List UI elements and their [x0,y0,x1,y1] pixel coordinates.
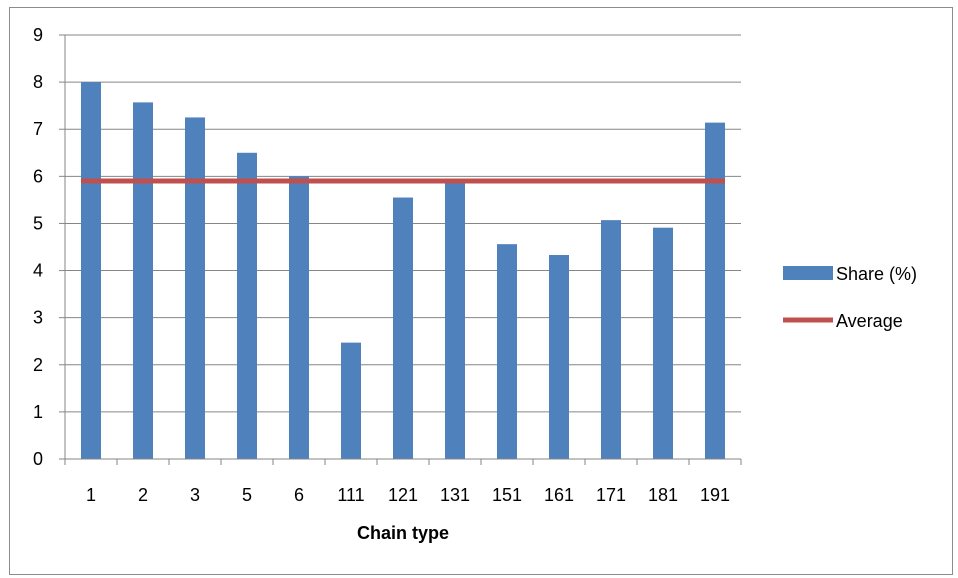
axes [59,34,742,465]
y-tick-label: 0 [33,449,43,469]
x-axis-title: Chain type [357,523,449,543]
legend-average-label: Average [836,311,903,331]
x-tick-label: 111 [337,485,364,505]
y-tick-label: 2 [33,355,43,375]
x-tick-label: 3 [190,485,200,505]
x-tick-label: 6 [294,485,304,505]
bar [289,176,309,460]
bar [445,181,465,460]
bar [601,220,621,459]
x-tick-label: 2 [138,485,148,505]
legend-share-label: Share (%) [836,264,917,284]
y-tick-label: 5 [33,213,43,233]
x-tick-label: 181 [648,485,678,505]
x-tick-label: 151 [492,485,522,505]
x-tick-label: 191 [700,485,730,505]
legend: Share (%) Average [783,264,917,331]
y-tick-label: 3 [33,308,43,328]
y-tick-labels: 0 1 2 3 4 5 6 7 8 9 [33,25,43,469]
bar [497,244,517,459]
bar [81,82,101,459]
bar [653,227,673,459]
x-tick-label: 121 [388,485,418,505]
bar [237,152,257,459]
y-tick-label: 9 [33,25,43,45]
y-tick-label: 8 [33,72,43,92]
y-tick-label: 4 [33,261,43,281]
bar [185,117,205,459]
x-tick-labels: 1 2 3 5 6 111 121 131 151 161 171 181 191 [86,485,730,505]
bars [81,82,725,460]
y-tick-label: 1 [33,402,43,422]
y-tick-label: 6 [33,166,43,186]
x-tick-label: 161 [544,485,574,505]
bar [393,197,413,460]
x-tick-label: 5 [242,485,252,505]
bar [549,255,569,459]
bar [133,102,153,459]
bar [341,342,361,459]
chart-frame [9,7,953,575]
bar [705,122,725,460]
x-tick-label: 131 [440,485,470,505]
legend-share-swatch [783,266,833,280]
x-tick-label: 171 [596,485,626,505]
gridlines [65,34,741,413]
y-tick-label: 7 [33,119,43,139]
x-tick-label: 1 [86,485,96,505]
